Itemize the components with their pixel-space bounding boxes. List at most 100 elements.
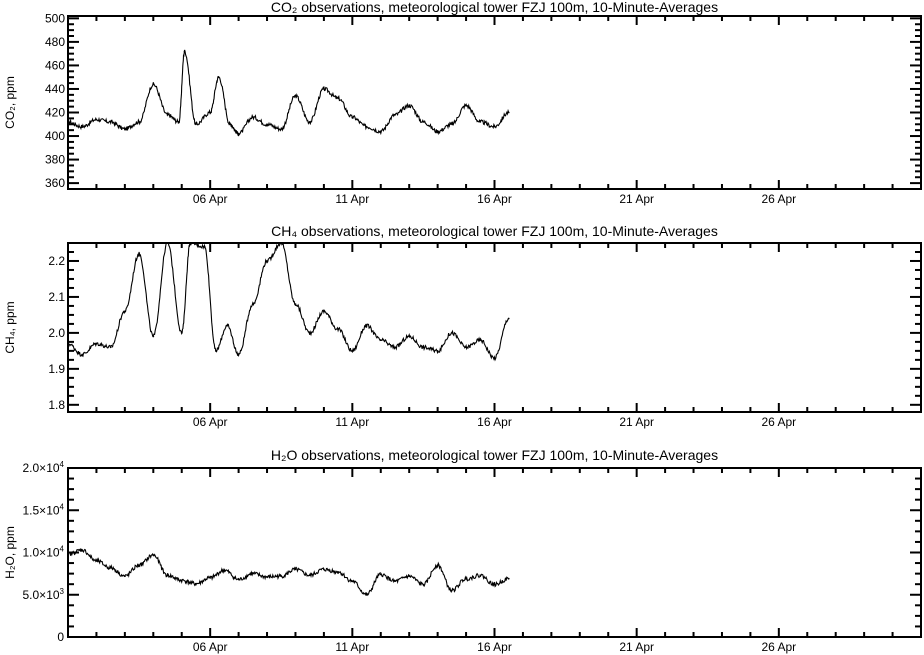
data-point [266, 123, 268, 126]
y-tick-label: 380 [45, 153, 65, 167]
data-point [81, 353, 84, 356]
data-point [266, 260, 268, 262]
data-point [209, 111, 212, 114]
data-point [365, 324, 368, 327]
data-point [266, 576, 268, 578]
data-point [507, 111, 510, 114]
x-tick-label: 06 Apr [193, 192, 228, 206]
data-point [408, 104, 411, 107]
y-tick-label: 2.0 [48, 326, 65, 340]
data-point [308, 574, 311, 577]
data-point [195, 582, 197, 585]
data-point [351, 350, 354, 352]
chart-title: H₂O observations, meteorological tower F… [271, 447, 718, 463]
x-tick-label: 16 Apr [477, 192, 512, 206]
data-point [451, 123, 453, 126]
y-tick-label: 400 [45, 129, 65, 143]
data-point [294, 568, 297, 571]
data-point [180, 579, 183, 582]
data-point [323, 310, 325, 313]
data-point [394, 580, 396, 583]
x-tick-label: 11 Apr [335, 415, 369, 429]
x-tick-label: 11 Apr [335, 640, 369, 654]
y-tick-exponent: 4 [60, 502, 65, 511]
y-tick-exponent: 4 [60, 545, 65, 554]
y-tick-label: 440 [45, 82, 65, 96]
y-tick-mantissa: 5.0×10 [23, 588, 60, 602]
data-point [180, 332, 183, 334]
data-point [379, 573, 382, 576]
chart-title: CH₄ observations, meteorological tower F… [271, 223, 718, 239]
data-point [465, 346, 467, 349]
data-point [394, 114, 396, 116]
data-point [308, 121, 311, 123]
data-point [479, 574, 482, 577]
x-tick-label: 21 Apr [619, 415, 654, 429]
data-point [351, 116, 354, 119]
y-tick-mantissa: 1.0×10 [23, 546, 60, 560]
y-tick-exponent: 3 [60, 587, 65, 596]
y-tick-label: 1.5×104 [23, 502, 65, 517]
data-point [215, 350, 217, 352]
data-point [178, 121, 180, 123]
data-point [229, 123, 232, 126]
x-tick-label: 16 Apr [477, 640, 512, 654]
data-point [81, 549, 84, 551]
y-tick-mantissa: 1.5×10 [23, 503, 60, 517]
data-point [451, 589, 453, 592]
data-point [95, 560, 98, 562]
data-point [337, 97, 339, 100]
data-point [408, 575, 411, 578]
data-point [138, 252, 141, 255]
plot-frame [67, 242, 922, 413]
y-tick-label: 2.2 [48, 254, 65, 268]
data-point [308, 332, 311, 334]
data-point [323, 88, 325, 90]
data-point [251, 572, 254, 575]
data-point [109, 346, 112, 349]
data-point [365, 593, 368, 596]
data-point [422, 583, 425, 586]
y-tick-label: 1.9 [48, 362, 65, 376]
data-point [323, 568, 325, 571]
data-point [294, 95, 297, 97]
x-tick-label: 06 Apr [193, 415, 228, 429]
y-tick-label: 1.8 [48, 398, 65, 412]
data-point [152, 335, 155, 338]
chart-panel-2: CH₄ observations, meteorological tower F… [3, 223, 922, 429]
data-point [166, 114, 169, 116]
data-point [280, 243, 283, 244]
data-point [195, 123, 197, 126]
data-point [95, 342, 98, 345]
x-tick-label: 21 Apr [619, 192, 654, 206]
data-point [166, 243, 169, 244]
y-tick-label: 2.1 [48, 290, 65, 304]
data-point [493, 357, 496, 359]
data-point [451, 332, 453, 334]
data-point [365, 125, 368, 128]
data-point [166, 574, 169, 577]
y-tick-label: 460 [45, 58, 65, 72]
chart-panel-3: H₂O observations, meteorological tower F… [3, 447, 922, 654]
plot-frame [67, 467, 922, 638]
data-point [226, 324, 229, 327]
data-point [68, 342, 69, 345]
data-point [68, 121, 69, 123]
data-point [124, 575, 126, 578]
data-point [479, 339, 482, 341]
series-line [68, 49, 510, 137]
data-point [507, 317, 510, 320]
data-point [251, 116, 254, 119]
data-point [507, 577, 510, 580]
data-point [95, 118, 98, 121]
y-tick-label: 0 [57, 630, 64, 644]
x-tick-label: 11 Apr [335, 192, 369, 206]
chart-panel-1: CO₂ observations, meteorological tower F… [3, 0, 922, 206]
data-point [280, 128, 283, 130]
data-point [436, 350, 439, 352]
data-point [465, 577, 467, 580]
data-point [237, 132, 240, 135]
y-axis-label: CO₂, ppm [3, 76, 17, 129]
data-point [217, 76, 220, 79]
